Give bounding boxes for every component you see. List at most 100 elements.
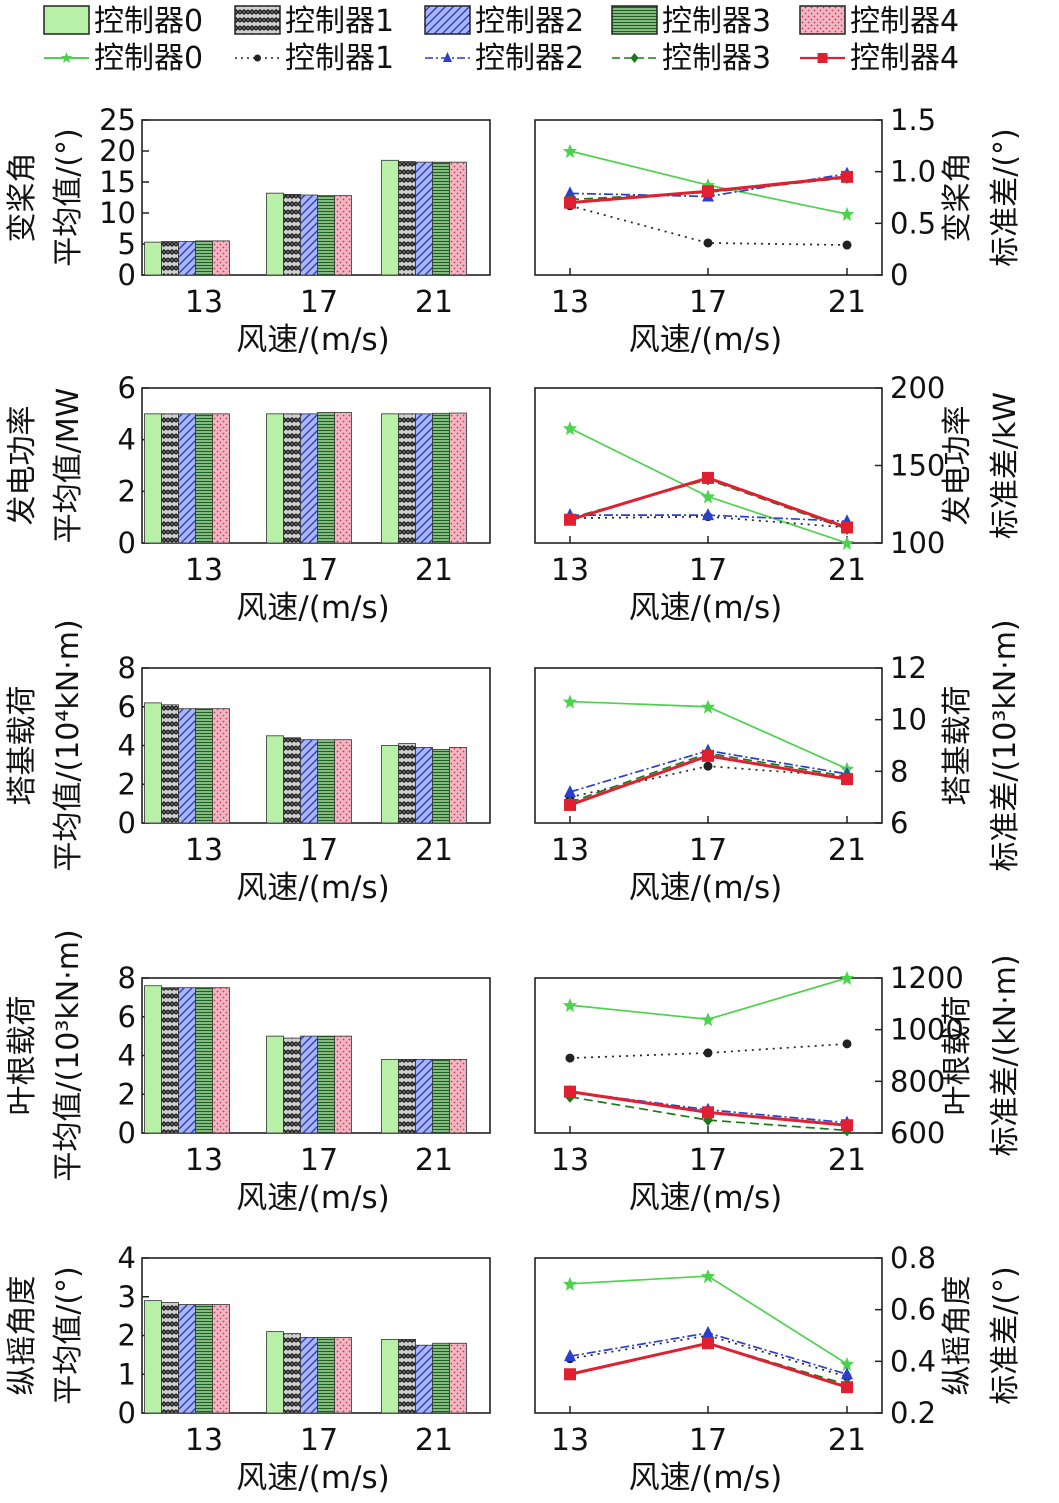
point-控制器2-21 <box>841 1367 853 1380</box>
y-axis-label: 标准差/(10³kN·m) <box>988 619 1023 871</box>
y-tick-label: 600 <box>890 1116 945 1150</box>
point-控制器4-13 <box>564 513 576 526</box>
y-axis-label: 叶根载荷 <box>5 996 40 1116</box>
bar-控制器0-13 <box>144 702 162 824</box>
point-控制器2-17 <box>702 508 714 521</box>
y-tick-label: 6 <box>118 1000 136 1034</box>
y-axis-label: 平均值/(°) <box>51 1266 86 1405</box>
x-tick-label: 21 <box>415 833 453 868</box>
bar-控制器1-21 <box>398 161 416 276</box>
x-axis-label: 风速/(m/s) <box>629 1180 782 1216</box>
bar-控制器3-21 <box>432 748 450 824</box>
bar-控制器1-13 <box>161 1302 179 1414</box>
point-控制器1-21 <box>842 1039 852 1049</box>
bar-控制器1-13 <box>161 241 179 276</box>
x-tick-label: 21 <box>828 285 866 320</box>
y-axis-label: 发电功率 <box>5 406 40 526</box>
bar-控制器3-17 <box>317 1337 335 1414</box>
point-控制器1-21 <box>842 240 852 250</box>
y-tick-label: 2 <box>118 767 136 801</box>
legend-label: 控制器0 <box>94 41 203 76</box>
bar-控制器1-17 <box>283 737 301 824</box>
y-tick-label: 1000 <box>890 1013 964 1047</box>
bar-控制器4-17 <box>334 1337 352 1414</box>
legend-bar-entry-0: 控制器0 <box>43 4 203 39</box>
point-控制器0-21 <box>840 1356 854 1371</box>
bar-控制器2-21 <box>415 1058 433 1134</box>
bar-控制器2-17 <box>300 1035 318 1134</box>
point-控制器0-17 <box>701 699 715 714</box>
x-tick-label: 21 <box>828 1143 866 1178</box>
bar-控制器4-21 <box>449 161 467 276</box>
bar-控制器0-21 <box>381 1058 399 1134</box>
point-控制器4-13 <box>564 798 576 811</box>
point-控制器4-13 <box>564 1368 576 1381</box>
bar-控制器4-21 <box>449 747 467 824</box>
bar-控制器1-13 <box>161 704 179 824</box>
point-控制器4-17 <box>702 471 714 484</box>
y-tick-label: 10 <box>890 703 927 737</box>
y-axis-label: 平均值/(10⁴kN·m) <box>51 619 86 871</box>
bar-控制器3-17 <box>317 412 335 544</box>
bar-控制器1-17 <box>283 193 301 276</box>
bar-控制器1-21 <box>398 413 416 544</box>
point-控制器4-17 <box>702 749 714 762</box>
x-tick-label: 21 <box>415 285 453 320</box>
point-控制器1-17 <box>703 1048 713 1058</box>
y-tick-label: 3 <box>118 1280 136 1314</box>
point-控制器2-13 <box>564 186 576 199</box>
y-axis-label: 塔基载荷 <box>5 686 40 806</box>
point-控制器0-17 <box>701 178 715 193</box>
y-tick-label: 0 <box>118 1396 136 1430</box>
point-控制器0-13 <box>563 998 577 1013</box>
bar-控制器2-17 <box>300 413 318 544</box>
y-axis-label: 变桨角 <box>5 153 40 243</box>
legend-label: 控制器2 <box>475 4 584 39</box>
bar-控制器0-17 <box>266 192 284 276</box>
legend: 控制器0 控制器1 控制器2 控制器3 控制器4 控制器0 控制器1 控制器2 … <box>43 4 959 76</box>
bar-控制器4-21 <box>449 1058 467 1134</box>
chart-panel-6: 0 2 4 6 8 13 17 21 风速/(m/s) 叶根载荷 平均值/(10³kN·m) <box>5 929 491 1216</box>
point-控制器4-21 <box>841 773 853 786</box>
point-控制器2-13 <box>564 785 576 797</box>
y-tick-label: 4 <box>118 1241 136 1275</box>
legend-line-entry-2: 控制器2 <box>425 41 584 76</box>
bar-控制器2-21 <box>415 161 433 276</box>
point-控制器1-17 <box>703 761 713 771</box>
chart-panel-7: 600 800 1000 1200 13 17 21 风速/(m/s) 叶根载荷 标准差/(kN·… <box>534 954 1023 1216</box>
bar-控制器1-17 <box>283 413 301 544</box>
point-控制器4-17 <box>702 185 714 198</box>
x-tick-label: 21 <box>828 553 866 588</box>
y-tick-label: 5 <box>118 227 136 261</box>
x-tick-label: 13 <box>185 285 223 320</box>
point-控制器2-17 <box>702 1325 714 1338</box>
x-tick-label: 17 <box>300 833 338 868</box>
x-tick-label: 13 <box>185 833 223 868</box>
legend-label: 控制器1 <box>285 4 394 39</box>
y-axis-label: 发电功率 <box>940 406 975 526</box>
bar-控制器3-21 <box>432 412 450 544</box>
bar-控制器3-21 <box>432 161 450 276</box>
bar-控制器4-17 <box>334 412 352 544</box>
x-tick-label: 13 <box>185 1143 223 1178</box>
bar-控制器2-21 <box>415 747 433 824</box>
line-控制器0 <box>569 427 848 544</box>
bar-控制器3-13 <box>195 240 213 276</box>
point-控制器0-21 <box>840 207 854 222</box>
y-tick-label: 25 <box>99 103 136 137</box>
chart-panel-4: 0 2 4 6 8 13 17 21 风速/(m/s) 塔基载荷 平均值/(10⁴kN·m) <box>5 619 491 906</box>
point-控制器4-13 <box>564 1085 576 1098</box>
legend-label: 控制器3 <box>662 41 771 76</box>
y-tick-label: 0 <box>890 258 908 292</box>
bar-控制器1-13 <box>161 413 179 544</box>
x-axis-label: 风速/(m/s) <box>236 590 389 626</box>
bar-控制器3-21 <box>432 1342 450 1414</box>
legend-label: 控制器4 <box>850 41 959 76</box>
x-tick-label: 21 <box>415 1423 453 1458</box>
legend-bar-entry-1: 控制器1 <box>234 4 394 39</box>
y-axis-label: 标准差/(kN·m) <box>988 954 1023 1156</box>
bar-控制器3-17 <box>317 195 335 276</box>
bar-控制器4-13 <box>212 1304 230 1414</box>
y-tick-label: 2 <box>118 1319 136 1353</box>
